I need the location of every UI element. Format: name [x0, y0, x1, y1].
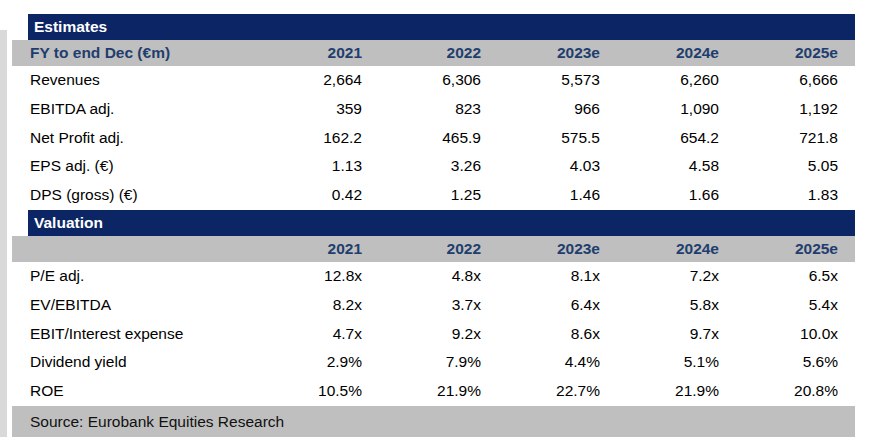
cell-value: 12.8x: [260, 262, 379, 291]
cell-value: 4.7x: [260, 320, 379, 349]
cell-value: 21.9%: [379, 377, 498, 406]
table-row-dps-gross: DPS (gross) (€) 0.42 1.25 1.46 1.66 1.83: [12, 181, 855, 210]
cell-value: 21.9%: [617, 377, 736, 406]
cell-value: 823: [379, 95, 498, 124]
table-row-ebit-interest-expense: EBIT/Interest expense 4.7x 9.2x 8.6x 9.7…: [12, 320, 855, 349]
table-row-net-profit-adj: Net Profit adj. 162.2 465.9 575.5 654.2 …: [12, 124, 855, 153]
row-label: EBIT/Interest expense: [12, 320, 260, 349]
year-header-cell: 2025e: [736, 40, 855, 66]
cell-value: 162.2: [260, 124, 379, 153]
financial-summary-table: Estimates FY to end Dec (€m) 2021 2022 2…: [12, 14, 855, 437]
cell-value: 6,260: [617, 66, 736, 95]
table-row-ebitda-adj: EBITDA adj. 359 823 966 1,090 1,192: [12, 95, 855, 124]
estimates-year-header-row: FY to end Dec (€m) 2021 2022 2023e 2024e…: [12, 40, 855, 66]
cell-value: 7.2x: [617, 262, 736, 291]
cell-value: 359: [260, 95, 379, 124]
cell-value: 9.2x: [379, 320, 498, 349]
row-label: Revenues: [12, 66, 260, 95]
section-header-valuation: Valuation: [28, 210, 855, 236]
cell-value: 10.5%: [260, 377, 379, 406]
year-header-cell: 2024e: [617, 40, 736, 66]
row-label: ROE: [12, 377, 260, 406]
cell-value: 5.1%: [617, 348, 736, 377]
row-label: EV/EBITDA: [12, 291, 260, 320]
table-row-dividend-yield: Dividend yield 2.9% 7.9% 4.4% 5.1% 5.6%: [12, 348, 855, 377]
year-header-cell: 2024e: [617, 236, 736, 262]
cell-value: 6.5x: [736, 262, 855, 291]
table-row-eps-adj: EPS adj. (€) 1.13 3.26 4.03 4.58 5.05: [12, 152, 855, 181]
table-row-pe-adj: P/E adj. 12.8x 4.8x 8.1x 7.2x 6.5x: [12, 262, 855, 291]
cell-value: 4.4%: [498, 348, 617, 377]
cell-value: 5.4x: [736, 291, 855, 320]
section-header-estimates: Estimates: [28, 14, 855, 40]
cell-value: 5,573: [498, 66, 617, 95]
row-label: P/E adj.: [12, 262, 260, 291]
cell-value: 6.4x: [498, 291, 617, 320]
cell-value: 465.9: [379, 124, 498, 153]
cell-value: 8.6x: [498, 320, 617, 349]
cell-value: 1.13: [260, 152, 379, 181]
table-row-revenues: Revenues 2,664 6,306 5,573 6,260 6,666: [12, 66, 855, 95]
row-label: EPS adj. (€): [12, 152, 260, 181]
row-label: EBITDA adj.: [12, 95, 260, 124]
cell-value: 1.66: [617, 181, 736, 210]
cell-value: 20.8%: [736, 377, 855, 406]
cell-value: 1.83: [736, 181, 855, 210]
year-header-cell: 2023e: [498, 236, 617, 262]
cell-value: 8.1x: [498, 262, 617, 291]
page-edge-strip: [0, 30, 7, 437]
cell-value: 4.03: [498, 152, 617, 181]
cell-value: 1,090: [617, 95, 736, 124]
cell-value: 0.42: [260, 181, 379, 210]
year-header-cell: 2022: [379, 40, 498, 66]
cell-value: 5.8x: [617, 291, 736, 320]
year-header-cell: 2025e: [736, 236, 855, 262]
row-label: DPS (gross) (€): [12, 181, 260, 210]
cell-value: 966: [498, 95, 617, 124]
row-label: Net Profit adj.: [12, 124, 260, 153]
cell-value: 1,192: [736, 95, 855, 124]
cell-value: 5.6%: [736, 348, 855, 377]
cell-value: 7.9%: [379, 348, 498, 377]
cell-value: 4.8x: [379, 262, 498, 291]
cell-value: 6,306: [379, 66, 498, 95]
cell-value: 6,666: [736, 66, 855, 95]
cell-value: 1.46: [498, 181, 617, 210]
cell-value: 8.2x: [260, 291, 379, 320]
cell-value: 9.7x: [617, 320, 736, 349]
table-row-ev-ebitda: EV/EBITDA 8.2x 3.7x 6.4x 5.8x 5.4x: [12, 291, 855, 320]
report-page: Estimates FY to end Dec (€m) 2021 2022 2…: [0, 0, 880, 441]
valuation-year-header-row: 2021 2022 2023e 2024e 2025e: [12, 236, 855, 262]
cell-value: 3.26: [379, 152, 498, 181]
cell-value: 1.25: [379, 181, 498, 210]
year-header-cell: 2022: [379, 236, 498, 262]
cell-value: 575.5: [498, 124, 617, 153]
valuation-header-label: [12, 236, 260, 262]
table-row-roe: ROE 10.5% 21.9% 22.7% 21.9% 20.8%: [12, 377, 855, 406]
cell-value: 5.05: [736, 152, 855, 181]
cell-value: 22.7%: [498, 377, 617, 406]
year-header-cell: 2021: [260, 236, 379, 262]
cell-value: 654.2: [617, 124, 736, 153]
year-header-cell: 2023e: [498, 40, 617, 66]
row-label: Dividend yield: [12, 348, 260, 377]
cell-value: 3.7x: [379, 291, 498, 320]
cell-value: 2.9%: [260, 348, 379, 377]
cell-value: 2,664: [260, 66, 379, 95]
year-header-cell: 2021: [260, 40, 379, 66]
source-note: Source: Eurobank Equities Research: [12, 406, 855, 437]
cell-value: 10.0x: [736, 320, 855, 349]
cell-value: 4.58: [617, 152, 736, 181]
cell-value: 721.8: [736, 124, 855, 153]
estimates-header-label: FY to end Dec (€m): [12, 40, 260, 66]
